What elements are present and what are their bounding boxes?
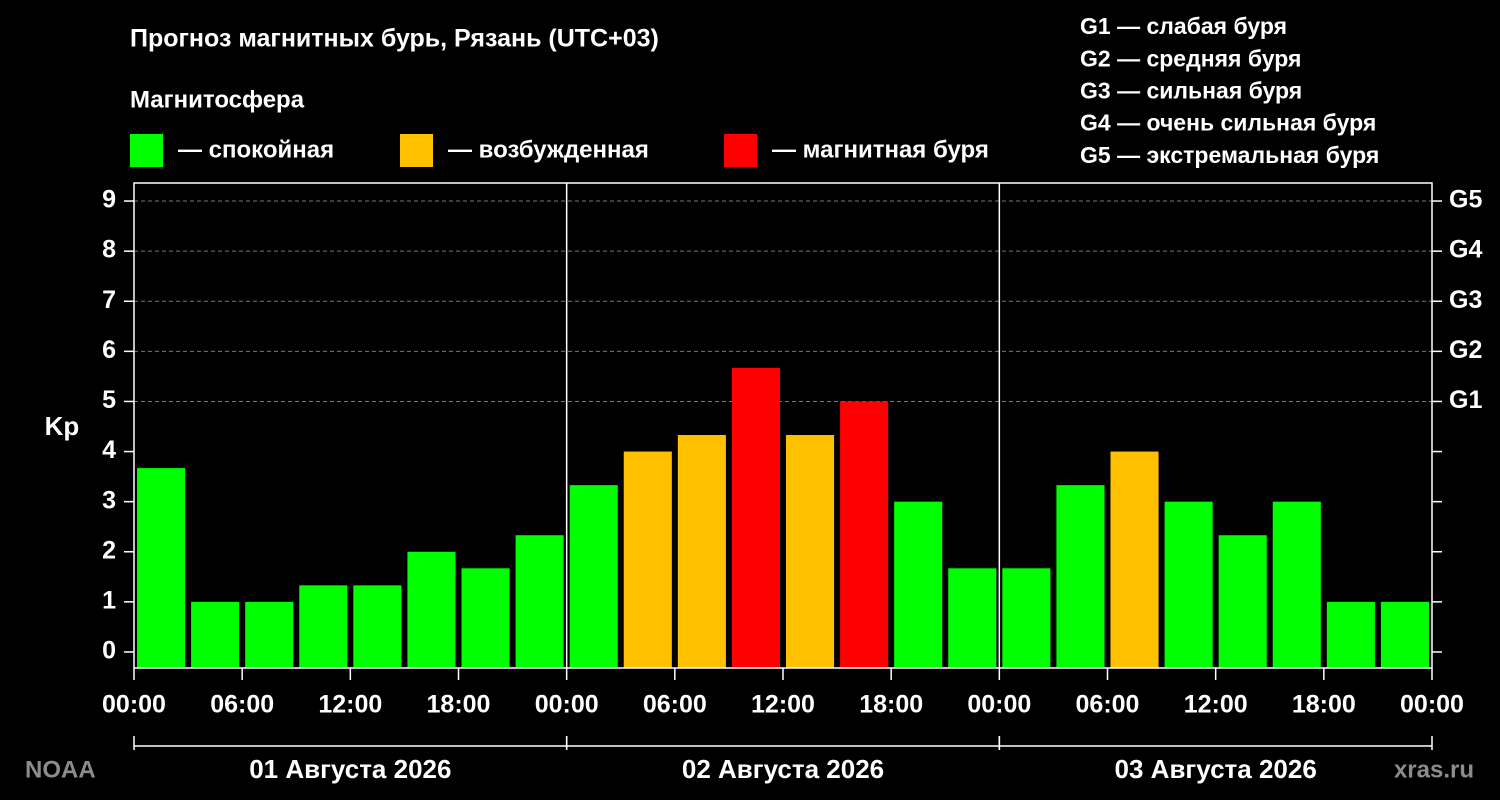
bar — [894, 501, 943, 668]
plot-frame — [133, 182, 1433, 669]
x-tick-label: 00:00 — [102, 691, 166, 719]
site: xras.ru — [1394, 756, 1474, 783]
y2-tick-label: G4 — [1449, 236, 1482, 264]
legend-swatch — [130, 134, 163, 167]
bar — [1110, 451, 1159, 668]
x-tick-label: 18:00 — [859, 691, 923, 719]
legend-swatch — [400, 134, 433, 167]
bar — [1002, 568, 1051, 668]
bar — [515, 535, 564, 668]
legend-swatch — [724, 134, 757, 167]
day-label: 02 Августа 2026 — [682, 754, 884, 784]
y2-tick-label: G3 — [1449, 286, 1482, 314]
day-label: 03 Августа 2026 — [1115, 754, 1317, 784]
legend-title: Магнитосфера — [130, 86, 305, 113]
x-tick-label: 00:00 — [967, 691, 1031, 719]
y-tick-label: 6 — [102, 336, 116, 364]
bar — [569, 485, 618, 668]
g-legend-item: G1 — слабая буря — [1080, 13, 1287, 39]
x-tick-label: 18:00 — [1292, 691, 1356, 719]
x-tick-label: 06:00 — [210, 691, 274, 719]
x-tick-label: 06:00 — [1076, 691, 1140, 719]
y2-tick-label: G5 — [1449, 186, 1482, 214]
g-legend-item: G4 — очень сильная буря — [1080, 110, 1376, 136]
y-tick-label: 0 — [102, 637, 116, 665]
y-tick-label: 2 — [102, 536, 116, 564]
g-legend-item: G2 — средняя буря — [1080, 45, 1301, 71]
bar — [407, 551, 456, 668]
y-tick-label: 5 — [102, 386, 116, 414]
bar — [731, 367, 780, 668]
g-legend-item: G3 — сильная буря — [1080, 77, 1302, 103]
x-tick-label: 00:00 — [1400, 691, 1464, 719]
bar — [1164, 501, 1213, 668]
bar — [137, 468, 186, 668]
day-label: 01 Августа 2026 — [249, 754, 451, 784]
y-axis-label: Kp — [45, 411, 80, 441]
bar — [299, 585, 348, 668]
x-tick-label: 12:00 — [1184, 691, 1248, 719]
x-tick-label: 00:00 — [535, 691, 599, 719]
bar — [1380, 601, 1429, 668]
bar — [623, 451, 672, 668]
source: NOAA — [25, 756, 96, 783]
chart-title: Прогноз магнитных бурь, Рязань (UTC+03) — [130, 25, 659, 53]
bar — [1218, 535, 1267, 668]
bar — [191, 601, 240, 668]
x-tick-label: 12:00 — [318, 691, 382, 719]
y2-tick-label: G1 — [1449, 386, 1482, 414]
bar — [245, 601, 294, 668]
bar — [786, 435, 835, 668]
x-tick-label: 12:00 — [751, 691, 815, 719]
y-tick-label: 7 — [102, 286, 116, 314]
bar — [1326, 601, 1375, 668]
legend-label: — магнитная буря — [772, 136, 989, 163]
y2-tick-label: G2 — [1449, 336, 1482, 364]
y-tick-label: 1 — [102, 586, 116, 614]
legend-label: — возбужденная — [448, 136, 649, 163]
y-tick-label: 3 — [102, 486, 116, 514]
y-tick-label: 4 — [102, 436, 116, 464]
y-tick-label: 9 — [102, 186, 116, 214]
bar — [677, 435, 726, 668]
bar — [353, 585, 402, 668]
bar — [1056, 485, 1105, 668]
bar — [948, 568, 997, 668]
x-tick-label: 06:00 — [643, 691, 707, 719]
g-legend-item: G5 — экстремальная буря — [1080, 142, 1379, 168]
y-tick-label: 8 — [102, 236, 116, 264]
legend-label: — спокойная — [178, 136, 334, 163]
x-tick-label: 18:00 — [427, 691, 491, 719]
bar — [1272, 501, 1321, 668]
bar — [461, 568, 510, 668]
bar — [840, 401, 889, 668]
